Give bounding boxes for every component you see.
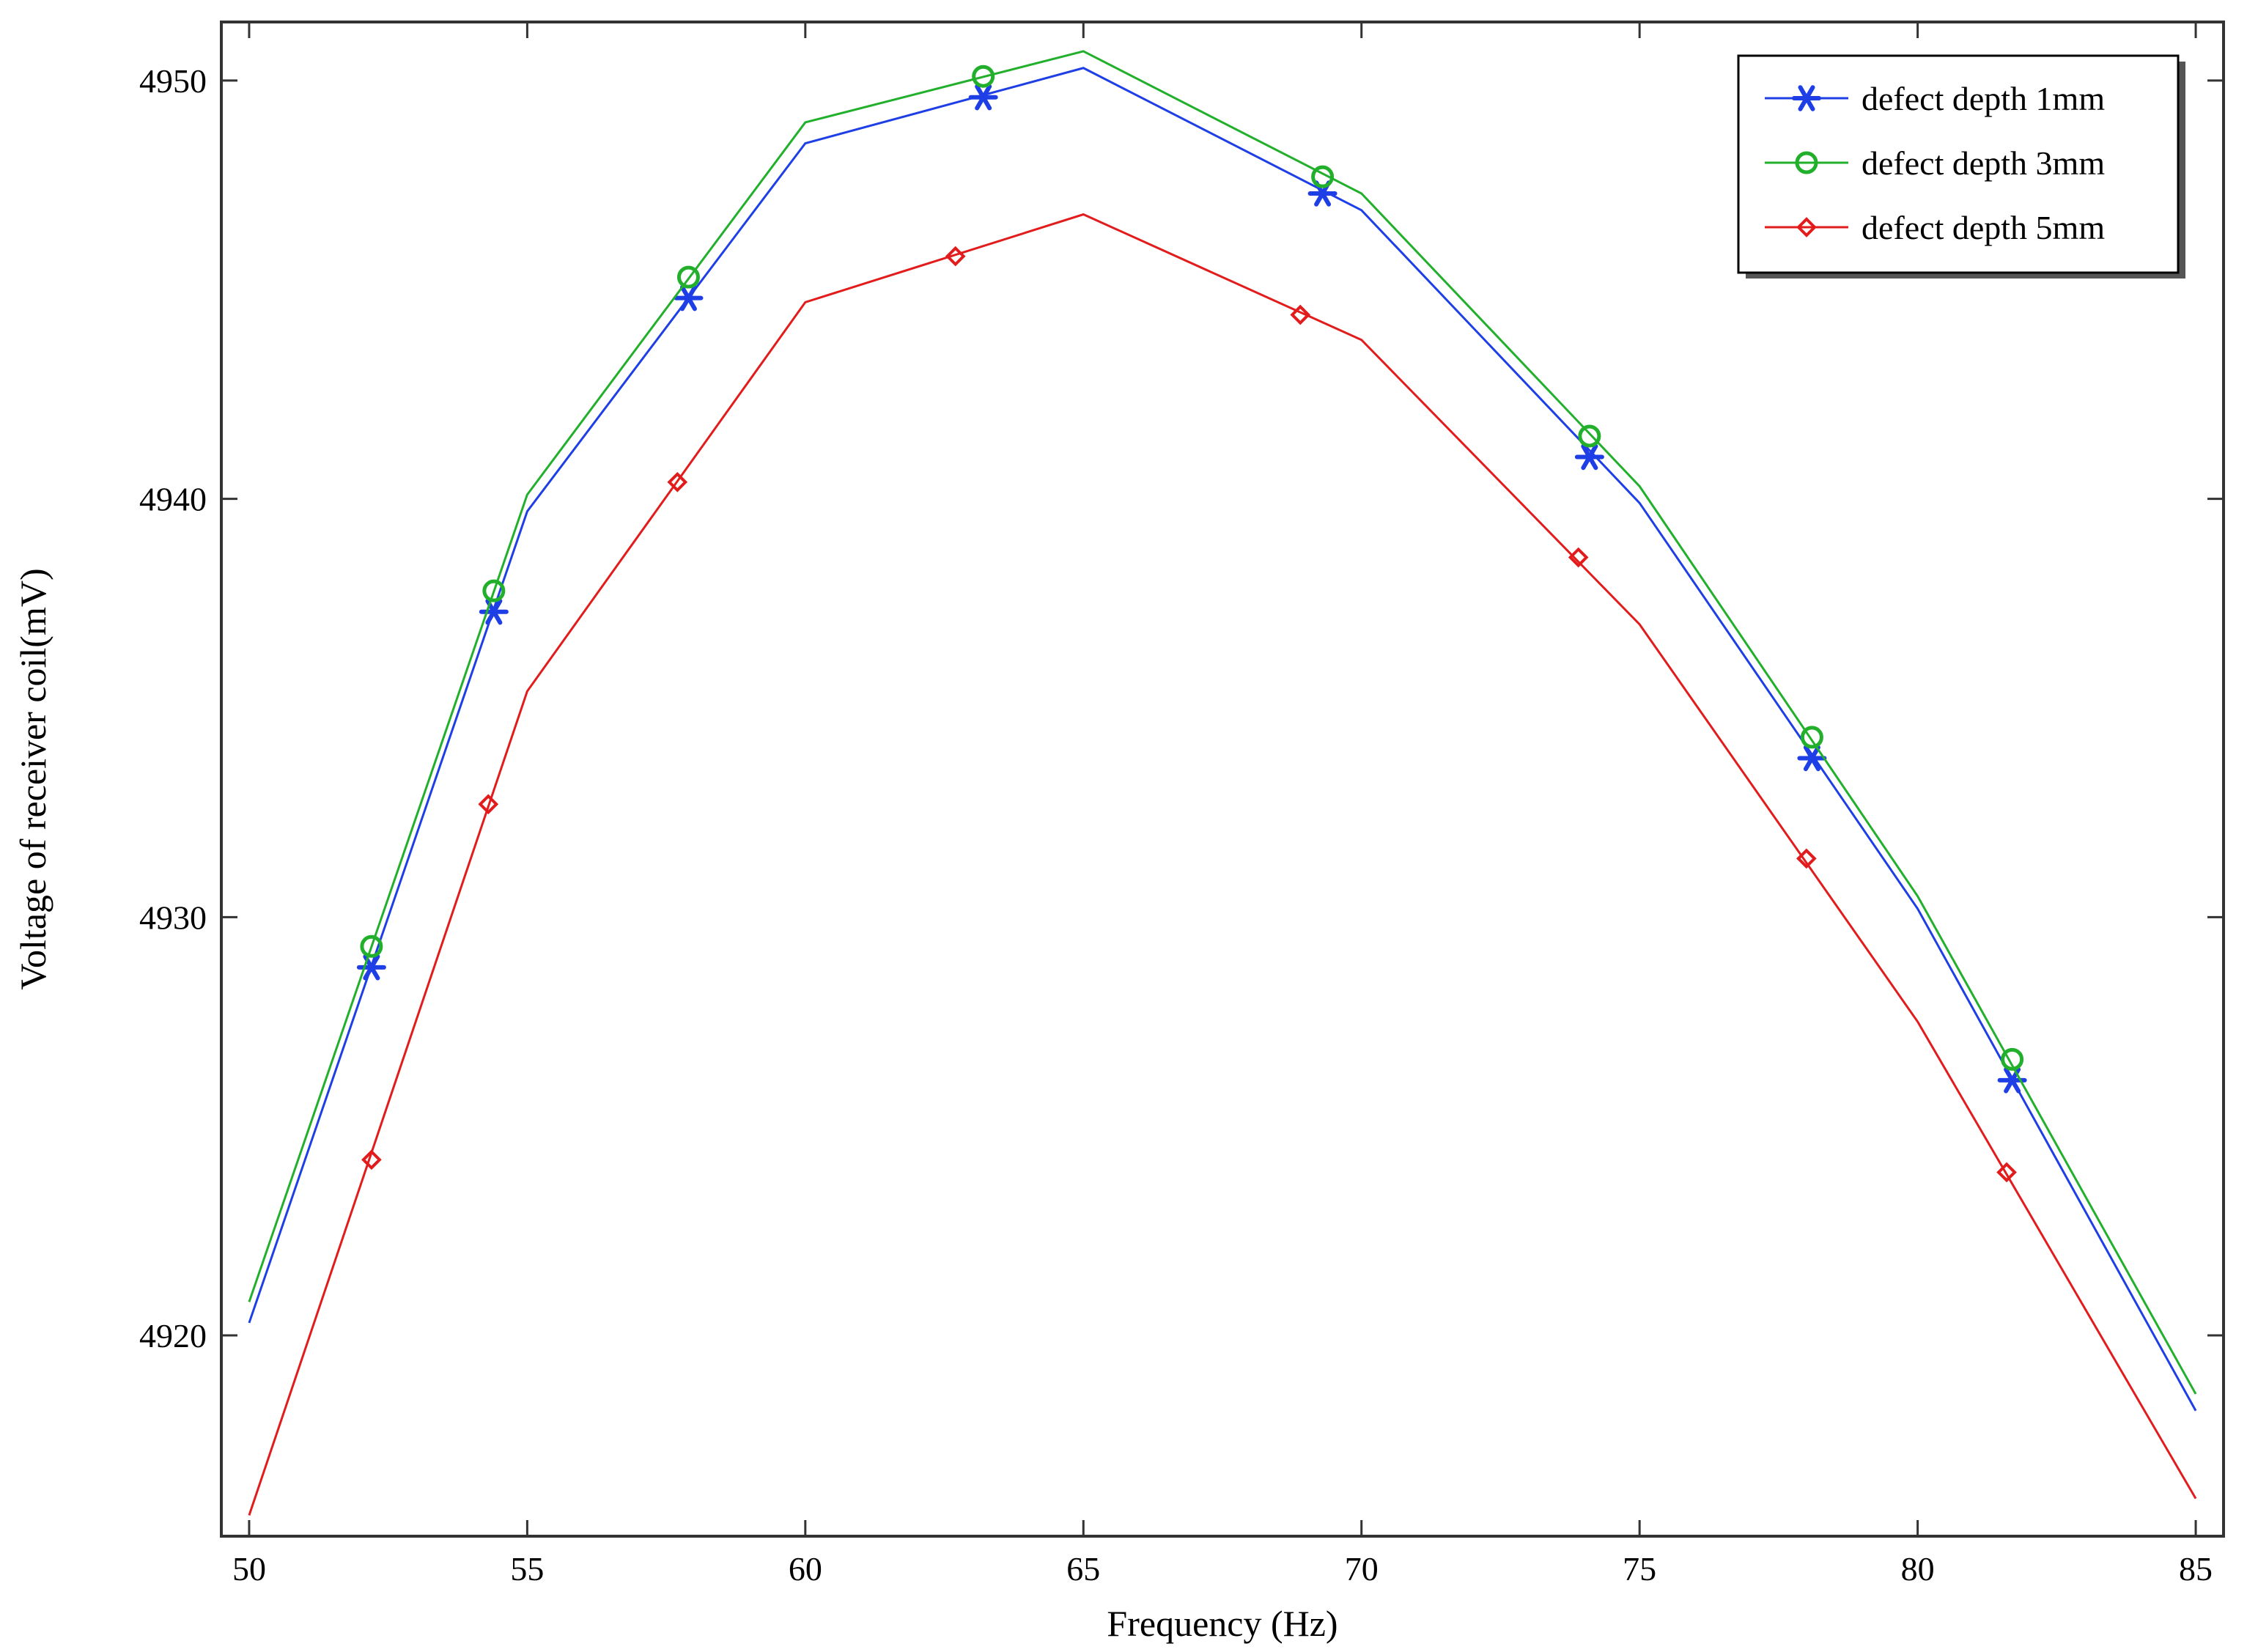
x-tick-label: 50 <box>232 1550 266 1588</box>
series-2 <box>248 50 2197 1395</box>
x-tick-label: 75 <box>1623 1550 1656 1588</box>
data-point-circle <box>1311 165 1335 188</box>
legend-items: defect depth 1mm defect depth 3mm defect d… <box>1765 80 2105 246</box>
legend-item: defect depth 1mm <box>1765 80 2105 117</box>
series-line <box>248 67 2197 1412</box>
y-tick-label: 4930 <box>139 899 207 936</box>
x-tick-label: 65 <box>1066 1550 1100 1588</box>
legend-item: defect depth 5mm <box>1765 209 2105 246</box>
data-point-asterisk <box>674 284 704 311</box>
x-tick-label: 85 <box>2179 1550 2213 1588</box>
x-axis-title: Frequency (Hz) <box>1107 1603 1338 1644</box>
data-point-circle <box>676 265 700 289</box>
legend-label: defect depth 3mm <box>1862 144 2105 182</box>
y-tick-label: 4920 <box>139 1317 207 1354</box>
data-point-circle <box>360 934 383 958</box>
data-point-diamond <box>361 1149 382 1170</box>
y-axis-title: Voltage of receiver coil(mV) <box>12 568 54 989</box>
data-point-circle <box>2001 1047 2024 1071</box>
data-point-circle <box>1578 424 1601 448</box>
legend-marker <box>1796 217 1817 237</box>
data-point-circle <box>1800 726 1823 749</box>
legend: defect depth 1mm defect depth 3mm defect d… <box>1737 54 2185 279</box>
legend-marker <box>1792 85 1821 111</box>
data-point-diamond <box>1996 1162 2017 1183</box>
series-line <box>248 50 2197 1395</box>
data-point-asterisk <box>968 84 998 111</box>
legend-label: defect depth 5mm <box>1862 209 2105 246</box>
x-tick-label: 70 <box>1345 1550 1379 1588</box>
series-3 <box>248 213 2197 1516</box>
y-tick-label: 4950 <box>139 62 207 100</box>
plot-frame <box>220 21 2225 1538</box>
series-line <box>248 213 2197 1516</box>
data-point-diamond <box>945 246 966 267</box>
data-point-diamond <box>667 471 688 493</box>
data-point-diamond <box>1568 547 1589 568</box>
legend-item: defect depth 3mm <box>1765 144 2105 182</box>
x-tick-label: 80 <box>1901 1550 1935 1588</box>
data-point-circle <box>482 579 506 602</box>
data-point-diamond <box>1290 304 1311 325</box>
y-tick-label: 4940 <box>139 481 207 518</box>
data-point-diamond <box>478 794 499 815</box>
data-point-circle <box>972 64 995 88</box>
legend-label: defect depth 1mm <box>1862 80 2105 117</box>
data-point-diamond <box>1796 848 1817 869</box>
data-point-asterisk <box>1797 745 1827 772</box>
x-tick-label: 60 <box>789 1550 822 1588</box>
data-point-asterisk <box>1574 443 1604 471</box>
x-tick-label: 55 <box>510 1550 544 1588</box>
ticks-layer: 50 55 60 65 70 75 80 85 4920 4930 4940 4950 <box>139 22 2224 1588</box>
legend-marker <box>1795 151 1818 174</box>
series-layer <box>248 50 2197 1516</box>
